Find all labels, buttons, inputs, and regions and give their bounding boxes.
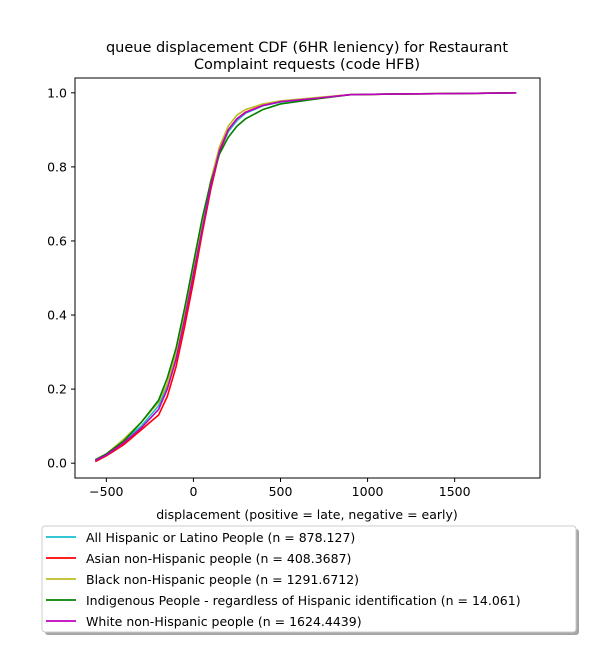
legend-box <box>41 525 577 633</box>
chart-title-line-2: Complaint requests (code HFB) <box>194 57 420 73</box>
y-tick-label: 0.2 <box>47 382 67 397</box>
y-tick-label: 0.4 <box>47 308 67 323</box>
legend-label-4: Indigenous People - regardless of Hispan… <box>86 593 521 608</box>
x-axis-label: displacement (positive = late, negative … <box>156 507 458 522</box>
chart-title-line-1: queue displacement CDF (6HR leniency) fo… <box>106 40 508 56</box>
legend-label-5: White non-Hispanic people (n = 1624.4439… <box>86 614 362 629</box>
series-line-1 <box>95 92 517 461</box>
x-tick-label: 1500 <box>439 484 471 499</box>
x-tick-label: 1000 <box>352 484 384 499</box>
y-tick-label: 0.0 <box>47 456 67 471</box>
x-tick-label: −500 <box>89 484 123 499</box>
y-tick-label: 0.6 <box>47 233 67 248</box>
y-tick-label: 1.0 <box>47 85 67 100</box>
x-tick-label: 0 <box>189 484 197 499</box>
legend-entries: All Hispanic or Latino People (n = 878.1… <box>46 530 521 629</box>
chart-title: queue displacement CDF (6HR leniency) fo… <box>106 40 508 73</box>
plot-area <box>95 92 517 463</box>
plot-frame <box>74 77 541 479</box>
legend-label-3: Black non-Hispanic people (n = 1291.6712… <box>86 572 359 587</box>
x-tick-label: 500 <box>269 484 293 499</box>
legend-label-2: Asian non-Hispanic people (n = 408.3687) <box>86 551 351 566</box>
axis-ticks: −500 0 500 1000 1500 0.0 0.2 0.4 0.6 0.8 1.0 <box>47 85 471 499</box>
legend-label-1: All Hispanic or Latino People (n = 878.1… <box>86 530 355 545</box>
series-line-5 <box>95 92 517 462</box>
legend: All Hispanic or Latino People (n = 878.1… <box>41 525 579 635</box>
y-tick-label: 0.8 <box>47 159 67 174</box>
